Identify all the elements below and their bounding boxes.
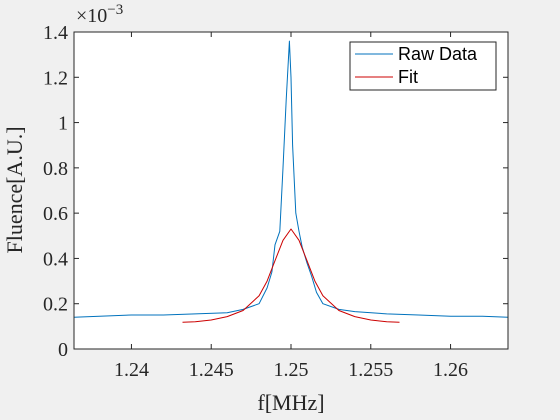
y-axis-label: Fluence[A.U.] <box>2 126 27 253</box>
y-tick-label: 0.8 <box>43 158 68 180</box>
y-tick-label: 1.2 <box>43 67 68 89</box>
y-axis-exponent: ×10−3 <box>76 2 123 27</box>
x-tick-label: 1.245 <box>189 359 234 381</box>
y-tick-label: 1.4 <box>43 22 68 44</box>
y-tick-label: 0.2 <box>43 294 68 316</box>
y-tick-label: 0 <box>58 339 68 361</box>
x-tick-label: 1.26 <box>433 359 468 381</box>
legend: Raw Data Fit <box>349 41 497 91</box>
x-tick-label: 1.25 <box>274 359 309 381</box>
legend-box <box>349 41 497 91</box>
x-axis-label: f[MHz] <box>257 390 324 415</box>
series-layer <box>73 40 509 323</box>
series-line-fit <box>182 228 400 323</box>
y-tick-label: 0.6 <box>43 203 68 225</box>
legend-label-fit: Fit <box>398 67 418 87</box>
y-tick-label: 0.4 <box>43 248 68 270</box>
ticks-layer: 1.24 1.245 1.25 1.255 1.26 0 0.2 0.4 0.6 0.8 1 1.2 1… <box>43 22 508 381</box>
y-tick-label: 1 <box>58 113 68 135</box>
x-tick-label: 1.24 <box>114 359 149 381</box>
legend-label-raw-data: Raw Data <box>398 44 478 64</box>
series-line-raw-data <box>73 40 509 318</box>
x-tick-label: 1.255 <box>348 359 393 381</box>
